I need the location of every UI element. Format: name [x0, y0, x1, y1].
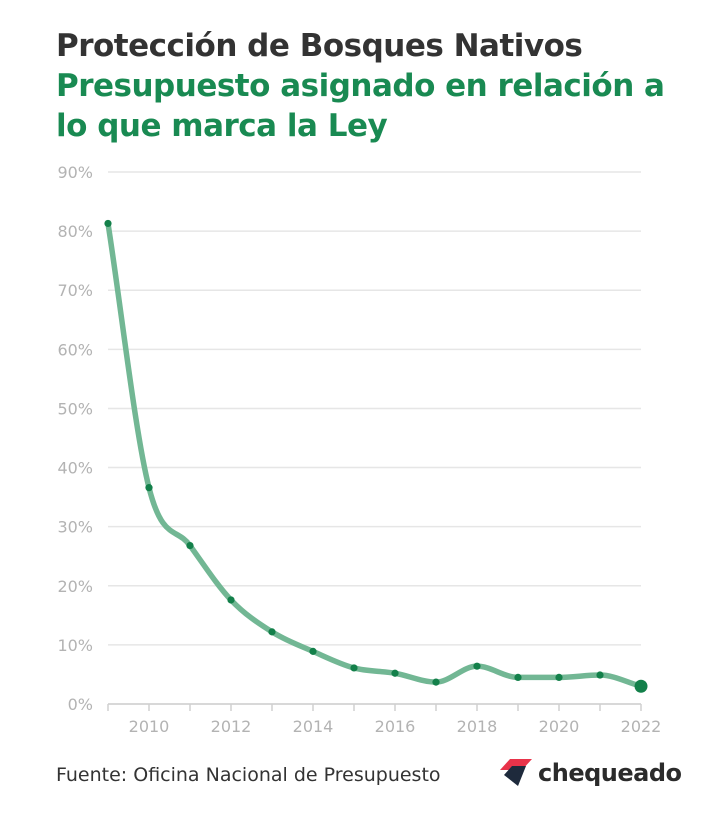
y-tick-label: 0%	[68, 695, 93, 714]
y-tick-label: 50%	[57, 399, 93, 418]
y-tick-label: 20%	[57, 577, 93, 596]
x-tick-label: 2022	[621, 717, 662, 736]
x-tick-label: 2016	[375, 717, 416, 736]
data-point	[227, 596, 235, 604]
data-point	[432, 678, 440, 686]
y-tick-label: 70%	[57, 281, 93, 300]
chart-title-block: Protección de Bosques Nativos Presupuest…	[56, 26, 696, 146]
x-tick-label: 2020	[539, 717, 580, 736]
chart-subtitle: Presupuesto asignado en relación a lo qu…	[56, 68, 665, 144]
y-tick-label: 60%	[57, 340, 93, 359]
data-point	[514, 673, 522, 682]
y-tick-label: 30%	[57, 518, 93, 537]
data-point	[309, 647, 317, 655]
source-note: Fuente: Oficina Nacional de Presupuesto	[56, 764, 441, 786]
data-point	[186, 541, 194, 550]
x-tick-label: 2014	[293, 717, 334, 736]
data-point	[350, 664, 358, 672]
data-point	[268, 628, 276, 636]
data-point	[104, 219, 112, 228]
y-tick-label: 90%	[57, 163, 93, 182]
data-point	[145, 484, 153, 492]
x-tick-label: 2018	[457, 717, 498, 736]
y-axis-ticks: 0% 10% 20% 30% 40% 50% 60% 70% 80% 90%	[57, 163, 93, 714]
series-layer	[104, 219, 648, 693]
data-point	[596, 671, 604, 679]
series-line	[105, 220, 644, 690]
data-point	[391, 669, 399, 677]
brand-name: chequeado	[538, 759, 682, 787]
data-point	[555, 673, 563, 682]
chequeado-logo-icon	[500, 759, 532, 786]
data-point	[473, 662, 481, 670]
data-point-highlight	[634, 679, 648, 693]
brand-logo: chequeado	[498, 758, 682, 788]
y-tick-label: 80%	[57, 222, 93, 241]
grid-lines	[108, 171, 641, 705]
x-tick-label: 2012	[211, 717, 252, 736]
chart-title: Protección de Bosques Nativos	[56, 28, 583, 64]
x-axis: 2010 2012 2014 2016 2018 2020 2022	[107, 703, 662, 736]
y-tick-label: 40%	[57, 459, 93, 478]
x-tick-label: 2010	[129, 717, 170, 736]
y-tick-label: 10%	[57, 636, 93, 655]
